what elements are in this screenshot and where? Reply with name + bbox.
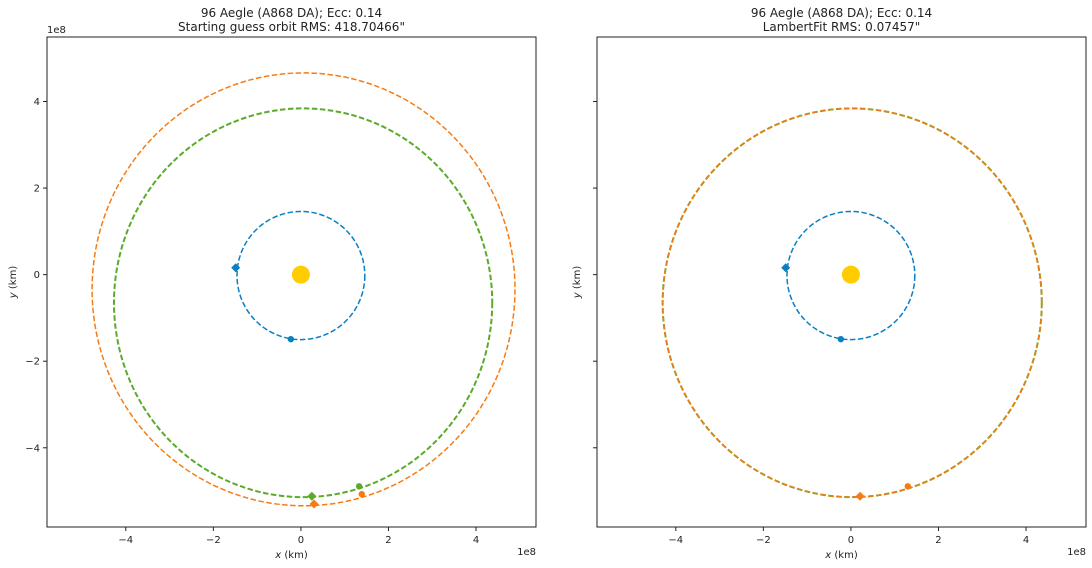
x-tick-label: 2 xyxy=(935,535,941,546)
chart-title: 96 Aegle (A868 DA); Ecc: 0.14 xyxy=(201,6,382,20)
x-tick-label: −2 xyxy=(756,535,771,546)
green-dot xyxy=(355,483,363,490)
x-axis-label: x (km) xyxy=(824,550,858,561)
orbit-green xyxy=(661,107,1043,499)
earth-diamond xyxy=(781,263,791,273)
y-tick-label: 4 xyxy=(34,97,40,108)
x-tick-label: −2 xyxy=(206,535,221,546)
y-axis-label: y (km) xyxy=(572,266,583,300)
earth-orbit xyxy=(786,210,916,341)
sun-marker xyxy=(841,265,860,284)
x-tick-label: 0 xyxy=(298,535,304,546)
earth-dot xyxy=(837,335,845,343)
orbit-orange xyxy=(91,72,516,507)
chart-subtitle: Starting guess orbit RMS: 418.70466" xyxy=(178,20,405,34)
y-tick-label: 0 xyxy=(34,270,40,281)
orange-dot xyxy=(904,483,912,490)
x-tick-label: −4 xyxy=(668,535,683,546)
y-tick-label: 2 xyxy=(34,184,40,195)
x-tick-label: 2 xyxy=(385,535,391,546)
x-tick-label: 4 xyxy=(1023,535,1029,546)
orbit-orange xyxy=(661,107,1043,498)
y-offset-label: 1e8 xyxy=(47,25,66,36)
orange-dot xyxy=(358,490,365,498)
earth-orbit xyxy=(236,210,366,341)
subplot-2: 96 Aegle (A868 DA); Ecc: 0.14LambertFit … xyxy=(572,6,1087,561)
chart-title: 96 Aegle (A868 DA); Ecc: 0.14 xyxy=(751,6,932,20)
axes-frame xyxy=(46,36,537,528)
earth-diamond xyxy=(231,263,241,273)
x-axis-label: x (km) xyxy=(274,550,308,561)
axes-frame xyxy=(596,36,1087,528)
orange-diamond xyxy=(309,499,319,509)
x-tick-label: 0 xyxy=(848,535,854,546)
sun-marker xyxy=(291,265,310,284)
orbit-green xyxy=(112,107,494,499)
y-axis-label: y (km) xyxy=(8,266,19,300)
orange-diamond xyxy=(855,491,865,501)
y-tick-label: −4 xyxy=(25,443,40,454)
x-offset-label: 1e8 xyxy=(1067,547,1086,558)
earth-dot xyxy=(287,335,295,343)
y-tick-label: −2 xyxy=(25,357,40,368)
x-offset-label: 1e8 xyxy=(517,547,536,558)
chart-subtitle: LambertFit RMS: 0.07457" xyxy=(763,20,921,34)
green-diamond xyxy=(307,491,317,501)
x-tick-label: 4 xyxy=(473,535,479,546)
x-tick-label: −4 xyxy=(118,535,133,546)
